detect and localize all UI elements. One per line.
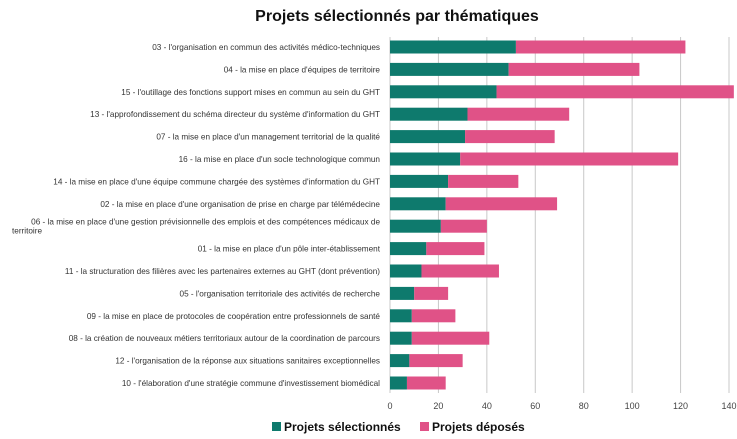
x-tick-label: 100 [625,401,640,411]
bar-deposited [448,174,519,188]
category-label: 04 - la mise en place d'équipes de terri… [224,65,381,74]
bar-selected [390,152,461,166]
x-tick-label: 60 [530,401,540,411]
category-label: 16 - la mise en place d'un socle technol… [179,155,381,164]
bar-deposited [460,152,679,166]
bar-deposited [421,264,499,278]
bar-deposited [414,286,449,300]
bar-selected [390,107,468,121]
category-label: 03 - l'organisation en commun des activi… [152,43,380,52]
bar-selected [390,219,441,233]
bar-selected [390,62,509,76]
x-tick-label: 140 [721,401,736,411]
bar-selected [390,376,407,390]
category-label: 05 - l'organisation territoriale des act… [180,289,381,298]
x-tick-label: 120 [673,401,688,411]
bar-deposited [445,197,558,211]
bar-selected [390,264,422,278]
bar-deposited [440,219,487,233]
category-label: 06 - la mise en place d'une gestion prév… [31,218,380,227]
legend-swatch-deposited [420,422,429,431]
bar-selected [390,85,497,99]
bar-deposited [515,40,686,54]
category-label: 13 - l'approfondissement du schéma direc… [90,110,380,119]
bar-deposited [426,242,485,256]
bar-deposited [411,309,456,323]
bar-selected [390,286,415,300]
category-label: 14 - la mise en place d'une équipe commu… [53,177,380,186]
bar-selected [390,40,516,54]
bar-deposited [409,354,463,368]
chart-title: Projets sélectionnés par thématiques [255,8,539,25]
bar-selected [390,331,412,345]
category-label: 01 - la mise en place d'un pôle inter-ét… [198,245,381,254]
category-label: 11 - la structuration des filières avec … [65,267,380,276]
category-label: 12 - l'organisation de la réponse aux si… [115,357,380,366]
category-label: 15 - l'outillage des fonctions support m… [121,88,380,97]
legend-label-deposited: Projets déposés [432,420,525,434]
category-label: 09 - la mise en place de protocoles de c… [87,312,381,321]
bar-deposited [496,85,734,99]
bar-deposited [465,130,555,144]
legend-label-selected: Projets sélectionnés [284,420,401,434]
category-label: 02 - la mise en place d'une organisation… [100,200,380,209]
bar-selected [390,242,427,256]
bar-selected [390,174,449,188]
x-tick-label: 0 [387,401,392,411]
x-tick-label: 80 [579,401,589,411]
bar-deposited [406,376,446,390]
bar-selected [390,197,446,211]
x-tick-label: 20 [433,401,443,411]
bar-deposited [508,62,640,76]
category-label: territoire [12,227,42,236]
category-label: 10 - l'élaboration d'une stratégie commu… [122,379,380,388]
x-tick-label: 40 [482,401,492,411]
bar-deposited [411,331,490,345]
category-label: 08 - la création de nouveaux métiers ter… [69,334,380,343]
bar-deposited [467,107,570,121]
category-label: 07 - la mise en place d'un management te… [156,133,380,142]
bar-selected [390,354,410,368]
bar-selected [390,130,466,144]
bar-selected [390,309,412,323]
legend-swatch-selected [272,422,281,431]
